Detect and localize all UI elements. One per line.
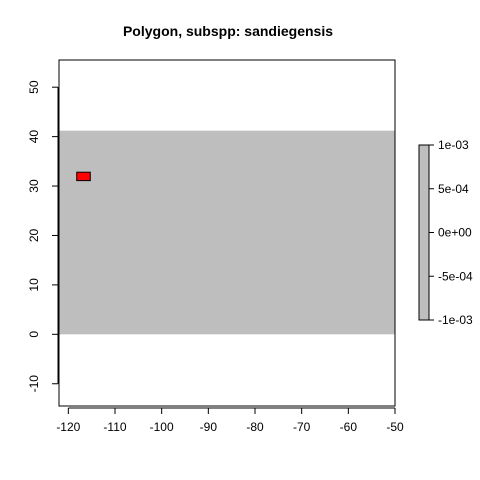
x-axis: -120 -110 -100 -90 -80 -70 -60 -50 bbox=[56, 407, 404, 434]
x-tick-label: -120 bbox=[56, 420, 80, 434]
raster-layer bbox=[59, 130, 395, 335]
chart-title: Polygon, subspp: sandiegensis bbox=[123, 23, 333, 39]
x-tick-label: -90 bbox=[200, 420, 218, 434]
x-tick-label: -70 bbox=[293, 420, 311, 434]
y-tick-label: 10 bbox=[27, 278, 41, 292]
legend: 1e-03 5e-04 0e+00 -5e-04 -1e-03 bbox=[418, 138, 473, 327]
y-tick-label: 0 bbox=[27, 331, 41, 338]
plot-area bbox=[58, 59, 396, 407]
x-tick-label: -100 bbox=[150, 420, 174, 434]
legend-tick-label: 0e+00 bbox=[438, 226, 472, 240]
legend-color-bar bbox=[418, 144, 430, 321]
y-tick-label: 40 bbox=[27, 130, 41, 144]
y-tick-label: 30 bbox=[27, 179, 41, 193]
y-tick-label: 50 bbox=[27, 80, 41, 94]
x-tick-label: -50 bbox=[386, 420, 404, 434]
legend-tick-label: -5e-04 bbox=[438, 269, 473, 283]
y-tick-label: -10 bbox=[27, 375, 41, 393]
x-tick-label: -110 bbox=[103, 420, 126, 434]
y-axis: -10 0 10 20 30 40 50 bbox=[27, 80, 59, 393]
y-tick-label: 20 bbox=[27, 228, 41, 242]
legend-tick-label: 1e-03 bbox=[438, 138, 469, 152]
x-tick-label: -60 bbox=[340, 420, 358, 434]
legend-tick-label: 5e-04 bbox=[438, 182, 469, 196]
polygon-sandiegensis bbox=[76, 171, 91, 182]
legend-tick-label: -1e-03 bbox=[438, 313, 473, 327]
x-tick-label: -80 bbox=[246, 420, 264, 434]
plot-frame bbox=[58, 59, 396, 407]
